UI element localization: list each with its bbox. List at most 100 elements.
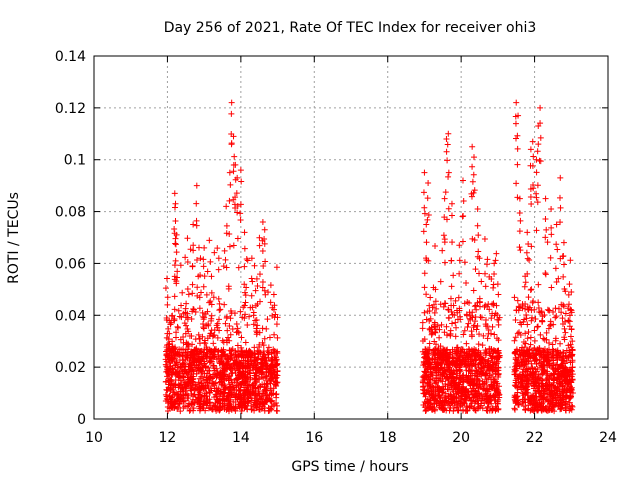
data-point (181, 397, 188, 404)
data-point (226, 197, 233, 204)
data-point (527, 287, 534, 294)
data-point (238, 408, 245, 415)
data-point (178, 363, 185, 370)
data-point (489, 301, 496, 308)
data-point (223, 222, 230, 229)
data-point (542, 234, 549, 241)
data-point (432, 380, 439, 387)
data-point (174, 405, 181, 412)
data-point (216, 300, 223, 307)
data-point (535, 379, 542, 386)
data-point (514, 145, 521, 152)
data-point (171, 225, 178, 232)
data-point (540, 335, 547, 342)
data-point (265, 354, 272, 361)
data-point (460, 385, 467, 392)
data-point (422, 364, 429, 371)
data-point (443, 332, 450, 339)
data-point (476, 390, 483, 397)
data-point (489, 361, 496, 368)
data-point (256, 234, 263, 241)
data-point (442, 390, 449, 397)
data-point (172, 218, 179, 225)
data-point (493, 389, 500, 396)
data-point (534, 148, 541, 155)
data-point (552, 314, 559, 321)
data-point (221, 301, 228, 308)
data-point (444, 141, 451, 148)
data-point (540, 366, 547, 373)
data-point (237, 167, 244, 174)
data-point (434, 383, 441, 390)
data-point (542, 406, 549, 413)
data-point (421, 309, 428, 316)
data-point (171, 273, 178, 280)
data-point (514, 389, 521, 396)
data-point (187, 354, 194, 361)
data-point (227, 331, 234, 338)
data-point (429, 406, 436, 413)
data-point (246, 352, 253, 359)
data-point (535, 281, 542, 288)
data-point (481, 400, 488, 407)
data-point (435, 375, 442, 382)
data-point (261, 407, 268, 414)
data-point (443, 148, 450, 155)
data-point (520, 356, 527, 363)
data-point (422, 373, 429, 380)
data-point (234, 361, 241, 368)
data-point (206, 396, 213, 403)
data-point (460, 198, 467, 205)
data-point (219, 356, 226, 363)
data-point (254, 329, 261, 336)
data-point (488, 382, 495, 389)
data-point (245, 395, 252, 402)
data-point (559, 360, 566, 367)
data-point (189, 401, 196, 408)
data-point (491, 375, 498, 382)
data-point (247, 355, 254, 362)
data-point (270, 385, 277, 392)
data-point (455, 294, 462, 301)
data-point (226, 323, 233, 330)
data-point (425, 399, 432, 406)
data-point (548, 205, 555, 212)
data-point (512, 135, 519, 142)
data-point (201, 339, 208, 346)
data-point (419, 338, 426, 345)
data-point (437, 343, 444, 350)
data-point (437, 278, 444, 285)
data-point (420, 359, 427, 366)
data-point (468, 397, 475, 404)
data-point (250, 309, 257, 316)
data-point (453, 344, 460, 351)
data-point (189, 341, 196, 348)
data-point (184, 403, 191, 410)
data-point (166, 317, 173, 324)
data-point (213, 392, 220, 399)
data-point (163, 275, 170, 282)
data-point (449, 320, 456, 327)
data-point (535, 123, 542, 130)
data-point (175, 393, 182, 400)
data-point (546, 339, 553, 346)
data-point (530, 153, 537, 160)
data-point (432, 298, 439, 305)
data-point (457, 358, 464, 365)
data-point (436, 354, 443, 361)
data-point (463, 340, 470, 347)
data-point (519, 396, 526, 403)
data-point (464, 324, 471, 331)
data-point (531, 344, 538, 351)
data-point (220, 263, 227, 270)
data-point (212, 379, 219, 386)
data-point (457, 374, 464, 381)
data-point (263, 358, 270, 365)
data-point (215, 316, 222, 323)
data-point (239, 373, 246, 380)
data-point (203, 346, 210, 353)
data-point (440, 386, 447, 393)
data-point (533, 194, 540, 201)
data-point (421, 210, 428, 217)
data-point (259, 339, 266, 346)
